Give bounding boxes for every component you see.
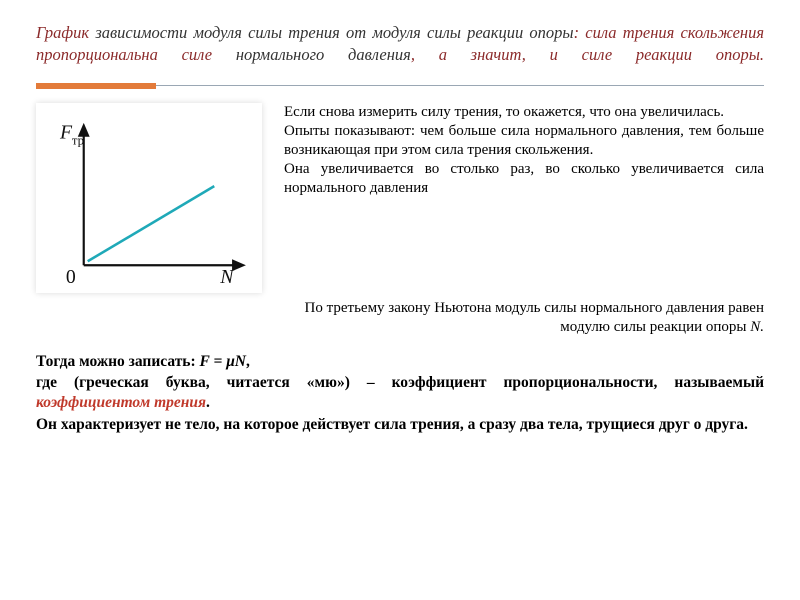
page-title: График зависимости модуля силы трения от… xyxy=(36,22,764,67)
x-axis-arrow xyxy=(232,259,246,271)
divider xyxy=(36,81,764,91)
explanation-paragraphs: Если снова измерить силу трения, то окаж… xyxy=(284,103,764,293)
title-part: График xyxy=(36,23,95,42)
paragraph: Она увеличивается во столько раз, во ско… xyxy=(284,160,764,198)
newton-line2: модулю силы реакции опоры xyxy=(560,319,750,335)
x-axis-label: N xyxy=(219,266,235,287)
title-part: нормального давления xyxy=(236,45,411,64)
paragraph: Если снова измерить силу трения, то окаж… xyxy=(284,103,764,122)
divider-accent xyxy=(36,83,156,89)
formula: F = μΝ xyxy=(200,353,246,370)
characterize-text: Он характеризует не тело, на которое дей… xyxy=(36,415,764,435)
newton-N: N. xyxy=(750,319,764,335)
friction-chart: F тр 0 N xyxy=(36,103,262,293)
formula-prefix: Тогда можно записать: xyxy=(36,353,200,370)
newton-law-text: По третьему закону Ньютона модуль силы н… xyxy=(36,299,764,338)
mu-explain-end: . xyxy=(206,394,210,411)
y-axis-label-sub: тр xyxy=(72,133,84,147)
formula-block: Тогда можно записать: F = μΝ, где (грече… xyxy=(36,352,764,435)
content-row: F тр 0 N Если снова измерить силу трения… xyxy=(36,103,764,293)
newton-line1: По третьему закону Ньютона модуль силы н… xyxy=(305,300,764,316)
mu-explain: где (греческая буква, читается «мю») – к… xyxy=(36,374,764,391)
formula-suffix: , xyxy=(246,353,250,370)
origin-label: 0 xyxy=(66,266,76,287)
title-part: зависимости модуля силы трения от модуля… xyxy=(95,23,573,42)
chart-svg: F тр 0 N xyxy=(44,109,254,287)
title-part: , а значит, и силе реакции опоры. xyxy=(411,45,764,64)
paragraph: Опыты показывают: чем больше сила нормал… xyxy=(284,122,764,160)
friction-coefficient-term: коэффициентом трения xyxy=(36,394,206,411)
chart-line xyxy=(88,186,215,261)
